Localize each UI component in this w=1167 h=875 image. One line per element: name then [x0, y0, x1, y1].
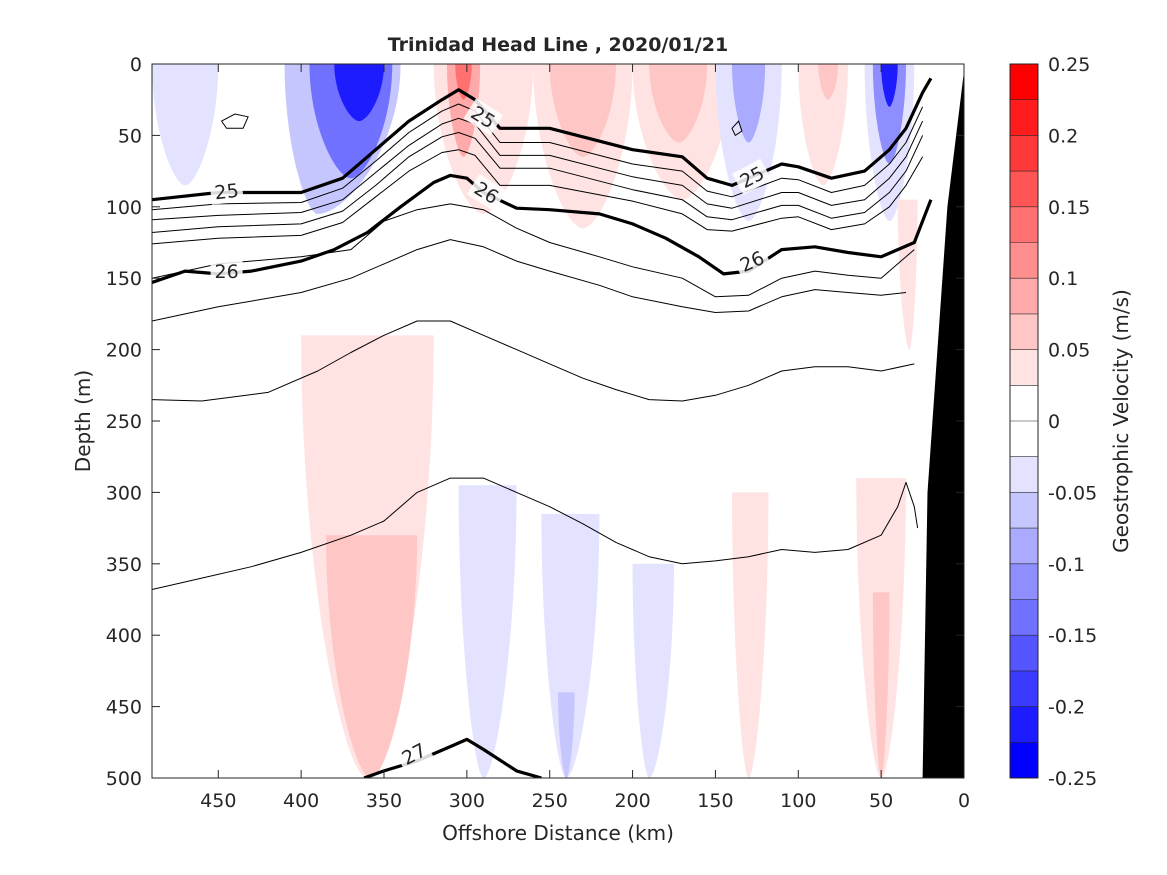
- chart-title: Trinidad Head Line , 2020/01/21: [388, 34, 728, 56]
- colorbar-segment: [1010, 64, 1038, 101]
- contour-label-text: 25: [214, 180, 240, 204]
- y-tick-label: 0: [130, 54, 142, 76]
- colorbar-tick-label: -0.1: [1048, 554, 1085, 576]
- colorbar-segment: [1010, 421, 1038, 458]
- x-tick-label: 150: [697, 790, 733, 812]
- colorbar-tick-label: -0.05: [1048, 482, 1097, 504]
- velocity-patch: [541, 513, 600, 778]
- isopycnal: [152, 132, 924, 233]
- x-tick-label: 50: [869, 790, 893, 812]
- velocity-patch: [649, 64, 708, 143]
- isopycnal-contours: [152, 77, 933, 778]
- x-tick-label: 100: [780, 790, 816, 812]
- colorbar-tick-label: 0.25: [1048, 54, 1090, 76]
- velocity-patch: [326, 535, 418, 778]
- y-axis-ticks: 0 50 100 150 200 250 300 350 400 450 500: [106, 54, 964, 790]
- x-tick-label: 450: [200, 790, 236, 812]
- isopycnal: [152, 103, 924, 211]
- isopycnal: [152, 477, 919, 590]
- y-tick-label: 450: [106, 697, 142, 719]
- velocity-patch: [152, 64, 219, 186]
- y-tick-label: 350: [106, 554, 142, 576]
- velocity-patch: [732, 64, 766, 143]
- isopycnal: [152, 320, 915, 402]
- colorbar-segment: [1010, 313, 1038, 351]
- velocity-patch: [632, 563, 674, 778]
- y-tick-label: 300: [106, 482, 142, 504]
- y-tick-label: 200: [106, 340, 142, 362]
- colorbar-ticks: 0.25 0.2 0.15 0.1 0.05 0 -0.05 -0.1 -0.15 -0.2 -0.…: [1048, 54, 1097, 790]
- y-tick-label: 150: [106, 268, 142, 290]
- colorbar-tick-label: -0.15: [1048, 625, 1097, 647]
- colorbar-segment: [1010, 242, 1038, 279]
- colorbar-segment: [1010, 385, 1038, 422]
- velocity-patch: [732, 492, 769, 778]
- velocity-patch: [334, 64, 384, 122]
- colorbar-segment: [1010, 278, 1038, 315]
- velocity-patch: [558, 692, 575, 778]
- colorbar-segment: [1010, 349, 1038, 386]
- colorbar-segment: [1010, 99, 1038, 136]
- isopycnal-bold: [152, 77, 933, 202]
- colorbar-tick-label: 0.05: [1048, 340, 1090, 362]
- x-tick-label: 250: [532, 790, 568, 812]
- colorbar-tick-label: 0: [1048, 411, 1060, 433]
- velocity-patch: [818, 64, 839, 100]
- x-tick-label: 300: [449, 790, 485, 812]
- velocity-patch: [458, 485, 517, 778]
- velocity-patch: [798, 64, 848, 186]
- colorbar-tick-label: 0.15: [1048, 197, 1090, 219]
- y-tick-label: 500: [106, 768, 142, 790]
- colorbar-segment: [1010, 563, 1038, 600]
- x-axis-label: Offshore Distance (km): [442, 821, 674, 845]
- colorbar-segment: [1010, 742, 1038, 779]
- y-tick-label: 100: [106, 197, 142, 219]
- x-axis-ticks: 450 400 350 300 250 200 150 100 50 0: [200, 64, 970, 812]
- colorbar-segment: [1010, 599, 1038, 636]
- colorbar-segment: [1010, 635, 1038, 672]
- small-contour: [220, 113, 249, 129]
- small-contour: [731, 120, 743, 137]
- colorbar-segment: [1010, 670, 1038, 708]
- velocity-patch: [872, 592, 890, 778]
- contour-label-text: 26: [215, 261, 239, 283]
- isopycnal: [152, 239, 907, 322]
- bathymetry: [922, 71, 964, 778]
- velocity-field: [152, 64, 918, 778]
- y-tick-label: 400: [106, 625, 142, 647]
- colorbar-tick-label: 0.1: [1048, 268, 1078, 290]
- colorbar-segment: [1010, 171, 1038, 208]
- isopycnal: [152, 149, 924, 245]
- velocity-patch: [897, 199, 918, 350]
- colorbar-tick-label: -0.2: [1048, 697, 1085, 719]
- x-tick-label: 350: [366, 790, 402, 812]
- colorbar-segment: [1010, 206, 1038, 243]
- isopycnal: [152, 117, 924, 221]
- colorbar-frame: [1009, 63, 1039, 779]
- colorbar-label: Geostrophic Velocity (m/s): [1109, 289, 1133, 553]
- y-axis-label: Depth (m): [71, 370, 95, 472]
- y-tick-label: 250: [106, 411, 142, 433]
- colorbar: [1010, 64, 1038, 779]
- contour-label: 25: [209, 177, 244, 205]
- seafloor: [922, 71, 964, 778]
- colorbar-segment: [1010, 528, 1038, 565]
- contour-label: 26: [210, 259, 243, 284]
- y-tick-label: 50: [118, 125, 142, 147]
- colorbar-segment: [1010, 135, 1038, 172]
- colorbar-tick-label: 0.2: [1048, 125, 1078, 147]
- colorbar-segment: [1010, 492, 1038, 529]
- x-tick-label: 400: [283, 790, 319, 812]
- colorbar-tick-label: -0.25: [1048, 768, 1097, 790]
- isopycnal: [152, 203, 915, 298]
- velocity-patch: [881, 64, 898, 107]
- x-tick-label: 200: [614, 790, 650, 812]
- colorbar-segment: [1010, 456, 1038, 493]
- x-tick-label: 0: [958, 790, 970, 812]
- colorbar-segment: [1010, 706, 1038, 743]
- isopycnal-bold: [152, 173, 933, 285]
- isopycnal-bold: [363, 737, 542, 778]
